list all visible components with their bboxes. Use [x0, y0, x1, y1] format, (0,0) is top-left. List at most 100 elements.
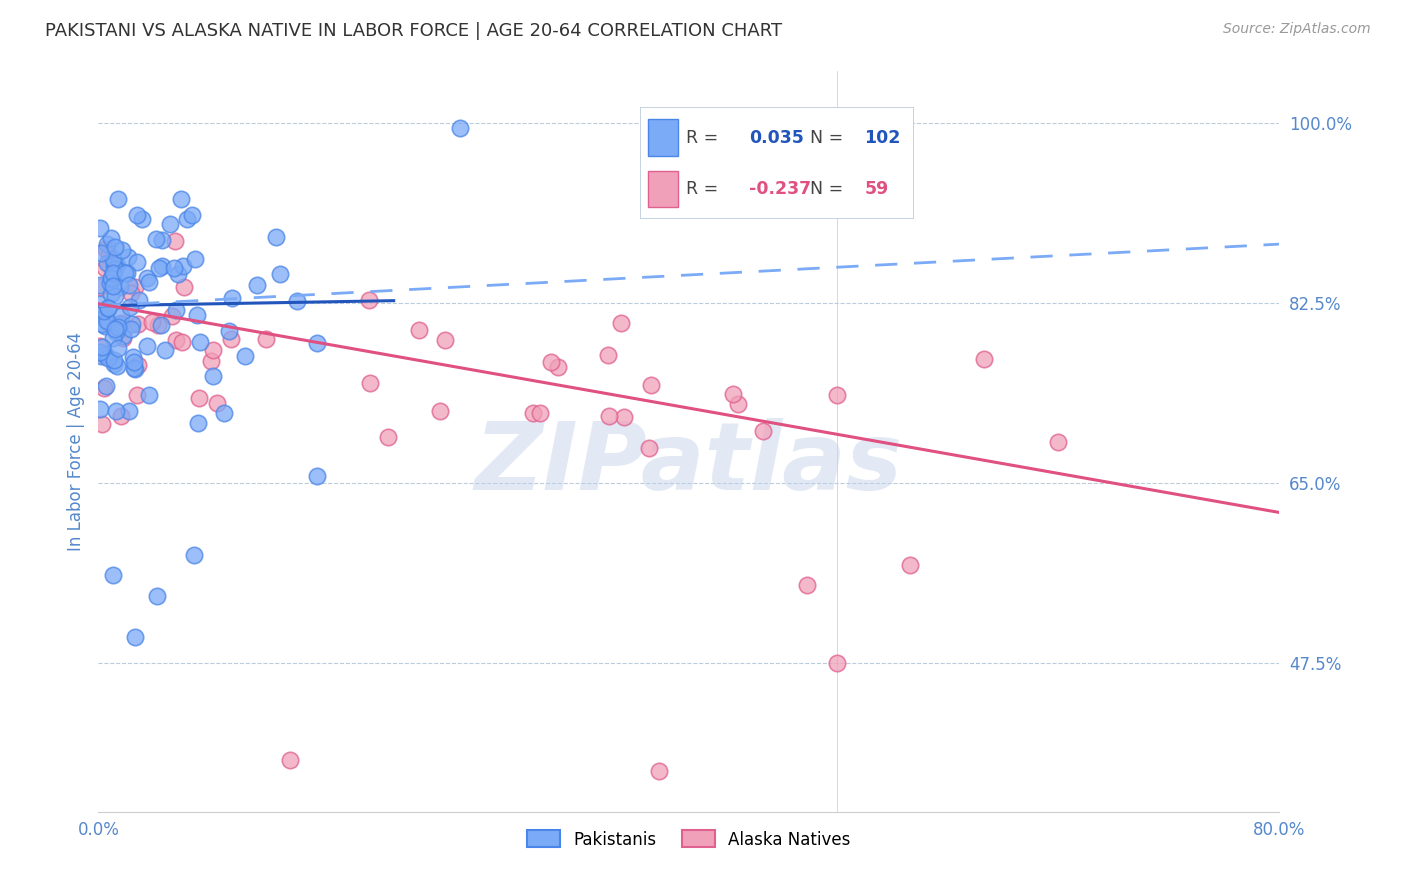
Point: [100, 272, 122, 286]
Point: [121, 317, 143, 331]
Text: ZIPatlas: ZIPatlas: [475, 417, 903, 509]
Text: 59: 59: [865, 180, 889, 198]
Point: [202, 369, 225, 384]
Point: [93, 347, 115, 361]
Point: [165, 302, 187, 317]
Point: [165, 333, 187, 347]
Point: [98, 317, 121, 331]
Point: [408, 323, 430, 337]
Point: [218, 324, 240, 338]
Point: [613, 410, 636, 425]
Point: [104, 261, 127, 276]
Point: [637, 441, 659, 455]
Point: [188, 391, 211, 405]
Point: [145, 232, 167, 246]
Point: [100, 231, 122, 245]
Point: [124, 630, 146, 644]
Point: [103, 568, 125, 582]
Point: [176, 211, 198, 226]
Point: [124, 362, 146, 376]
Point: [107, 319, 129, 334]
Point: [150, 233, 173, 247]
Point: [110, 309, 132, 323]
Point: [180, 208, 202, 222]
Point: [146, 589, 169, 603]
Point: [124, 355, 146, 369]
Point: [104, 325, 127, 339]
Point: [305, 336, 328, 351]
Point: [136, 339, 159, 353]
Point: [105, 258, 128, 272]
Point: [117, 250, 139, 264]
Text: R =: R =: [686, 180, 718, 198]
FancyBboxPatch shape: [648, 170, 678, 208]
Point: [90, 349, 112, 363]
Point: [94, 379, 117, 393]
Point: [141, 315, 163, 329]
Point: [184, 252, 207, 267]
Point: [233, 349, 256, 363]
Point: [128, 293, 150, 307]
Point: [167, 267, 190, 281]
Point: [103, 266, 125, 280]
Point: [93, 382, 115, 396]
Point: [96, 314, 118, 328]
Point: [97, 351, 120, 366]
Point: [188, 334, 211, 349]
Point: [97, 301, 120, 316]
Point: [429, 404, 451, 418]
Point: [159, 217, 181, 231]
Point: [94, 310, 117, 324]
Text: 0.035: 0.035: [749, 128, 804, 146]
Text: 102: 102: [865, 128, 901, 146]
Point: [307, 469, 329, 483]
Point: [94, 242, 117, 256]
Point: [91, 340, 114, 354]
Point: [117, 403, 139, 417]
Point: [93, 304, 115, 318]
Point: [148, 260, 170, 275]
Point: [529, 406, 551, 420]
Text: N =: N =: [810, 180, 844, 198]
Point: [89, 339, 111, 353]
Point: [110, 316, 132, 330]
Point: [172, 334, 194, 349]
Point: [200, 354, 222, 368]
Point: [359, 376, 381, 391]
Point: [108, 280, 131, 294]
Text: Source: ZipAtlas.com: Source: ZipAtlas.com: [1223, 22, 1371, 37]
Point: [640, 378, 662, 392]
Point: [187, 416, 209, 430]
Point: [598, 348, 620, 362]
Point: [254, 331, 277, 345]
Point: [98, 260, 121, 274]
Y-axis label: In Labor Force | Age 20-64: In Labor Force | Age 20-64: [66, 332, 84, 551]
Point: [205, 396, 228, 410]
Point: [124, 280, 146, 294]
Point: [163, 234, 186, 248]
Point: [124, 360, 146, 375]
Point: [104, 322, 127, 336]
Point: [110, 409, 132, 423]
Point: [103, 357, 125, 371]
Point: [183, 548, 205, 562]
Point: [101, 279, 124, 293]
Text: -0.237: -0.237: [749, 180, 811, 198]
Point: [125, 388, 148, 402]
Point: [96, 256, 118, 270]
Point: [107, 192, 129, 206]
Point: [101, 330, 124, 344]
Point: [125, 208, 148, 222]
Point: [89, 280, 111, 294]
Point: [107, 341, 129, 355]
Point: [120, 322, 142, 336]
Point: [94, 261, 117, 276]
Point: [219, 332, 242, 346]
Point: [170, 193, 193, 207]
Point: [547, 359, 569, 374]
Point: [160, 309, 183, 323]
Point: [104, 239, 127, 253]
Point: [1046, 434, 1070, 449]
Point: [89, 345, 111, 359]
Text: PAKISTANI VS ALASKA NATIVE IN LABOR FORCE | AGE 20-64 CORRELATION CHART: PAKISTANI VS ALASKA NATIVE IN LABOR FORC…: [45, 22, 782, 40]
